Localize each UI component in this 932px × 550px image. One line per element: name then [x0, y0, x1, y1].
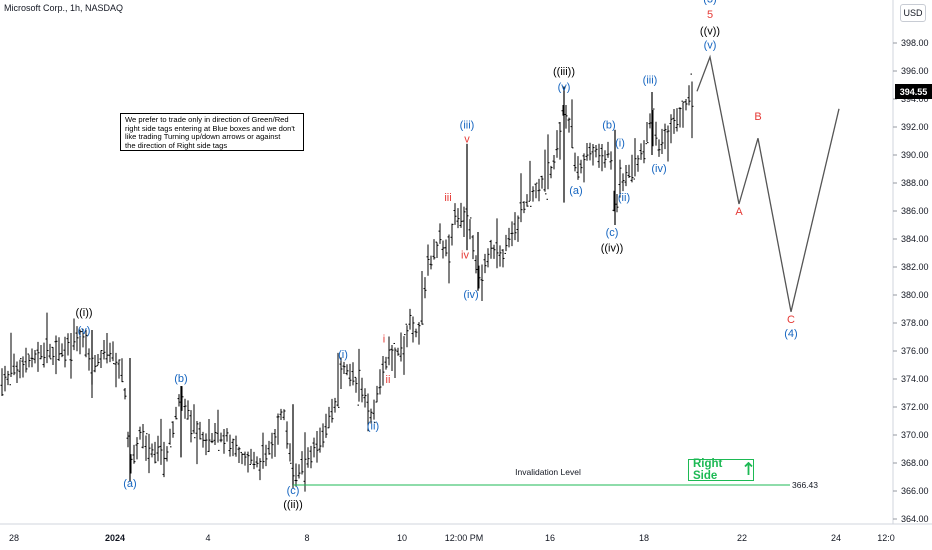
- right-side-tag: Right Side: [688, 458, 754, 482]
- wave-label: ((v)): [700, 26, 720, 38]
- note-line: like trading Turning up/down arrows or a…: [125, 132, 281, 142]
- wave-label: (iv): [651, 163, 666, 175]
- y-tick-label: 376.00: [901, 346, 929, 356]
- wave-label: (i): [615, 138, 625, 150]
- y-tick-label: 382.00: [901, 262, 929, 272]
- chart-title: Microsoft Corp., 1h, NASDAQ: [4, 3, 124, 13]
- wave-label: (ii): [367, 420, 379, 432]
- x-tick-label: 24: [831, 533, 841, 543]
- y-tick-label: 364.00: [901, 514, 929, 524]
- wave-label: (ii): [618, 192, 630, 204]
- y-tick-label: 392.00: [901, 122, 929, 132]
- x-tick-label: 4: [205, 533, 210, 543]
- invalidation-label: Invalidation Level: [515, 467, 581, 477]
- x-tick-label: 22: [737, 533, 747, 543]
- x-tick-label: 16: [545, 533, 555, 543]
- wave-label: A: [735, 206, 743, 218]
- projection-line: [696, 54, 840, 312]
- y-tick-label: 374.00: [901, 374, 929, 384]
- wave-label: (a): [123, 478, 136, 490]
- wave-label: i: [383, 334, 385, 346]
- x-tick-label: 28: [9, 533, 19, 543]
- note-line: the direction of Right side tags: [125, 140, 228, 150]
- wave-label: ((iv)): [601, 243, 624, 255]
- y-tick-label: 384.00: [901, 234, 929, 244]
- wave-label: (c): [287, 485, 300, 497]
- y-tick-label: 366.00: [901, 486, 929, 496]
- wave-label: ii: [386, 374, 391, 386]
- wave-label: (iii): [460, 119, 475, 131]
- right-side-label: Right Side: [693, 458, 723, 482]
- wave-label: iv: [461, 250, 469, 262]
- y-tick-label: 394.00: [901, 94, 929, 104]
- wave-label: (c): [606, 227, 619, 239]
- last-price-tag: 394.55: [895, 84, 932, 99]
- wave-label: ((iii)): [553, 66, 575, 78]
- wave-label: C: [787, 314, 795, 326]
- y-tick-label: 380.00: [901, 290, 929, 300]
- up-arrow-icon: [744, 461, 753, 479]
- wave-label: (4): [784, 328, 797, 340]
- currency-button[interactable]: USD: [900, 4, 926, 22]
- note-line: We prefer to trade only in direction of …: [125, 115, 289, 124]
- x-tick-label: 18: [639, 533, 649, 543]
- y-tick-label: 390.00: [901, 150, 929, 160]
- strategy-note: We prefer to trade only in direction of …: [120, 113, 304, 151]
- wave-label: (v): [704, 40, 717, 52]
- price-bars: [0, 73, 694, 492]
- wave-label: iii: [444, 192, 451, 204]
- invalidation-value: 366.43: [792, 480, 818, 490]
- x-tick-label: 12:00 PM: [445, 533, 484, 543]
- wave-label: (a): [569, 185, 582, 197]
- x-tick-label: 10: [397, 533, 407, 543]
- wave-label: (iv): [463, 289, 478, 301]
- wave-label: 5: [707, 9, 713, 21]
- note-line: right side tags entering at Blue boxes a…: [125, 123, 295, 133]
- y-tick-label: 386.00: [901, 206, 929, 216]
- y-tick-label: 378.00: [901, 318, 929, 328]
- wave-label: v: [464, 133, 470, 145]
- wave-label: ((ii)): [283, 499, 303, 511]
- wave-label: (b): [174, 373, 187, 385]
- invalidation-level: Invalidation Level 366.43: [293, 467, 818, 490]
- wave-label: (i): [338, 349, 348, 361]
- x-tick-label: 8: [304, 533, 309, 543]
- wave-label: (b): [602, 119, 615, 131]
- wave-label: (iii): [643, 75, 658, 87]
- y-tick-label: 368.00: [901, 458, 929, 468]
- y-tick-label: 396.00: [901, 66, 929, 76]
- projection-path: [696, 54, 840, 312]
- x-tick-label: 2024: [105, 533, 125, 543]
- wave-label: (v): [558, 82, 571, 94]
- y-tick-label: 370.00: [901, 430, 929, 440]
- y-tick-label: 388.00: [901, 178, 929, 188]
- wave-labels: ((i))(v)(a)(b)(c)((ii))(i)(ii)iiiiiiiv(i…: [75, 0, 797, 511]
- wave-label: ((i)): [75, 307, 92, 319]
- wave-label: (v): [78, 325, 91, 337]
- x-tick-label: 12:0: [877, 533, 895, 543]
- wave-label: B: [754, 111, 761, 123]
- wave-label: (3): [703, 0, 716, 5]
- y-tick-label: 372.00: [901, 402, 929, 412]
- y-tick-label: 398.00: [901, 38, 929, 48]
